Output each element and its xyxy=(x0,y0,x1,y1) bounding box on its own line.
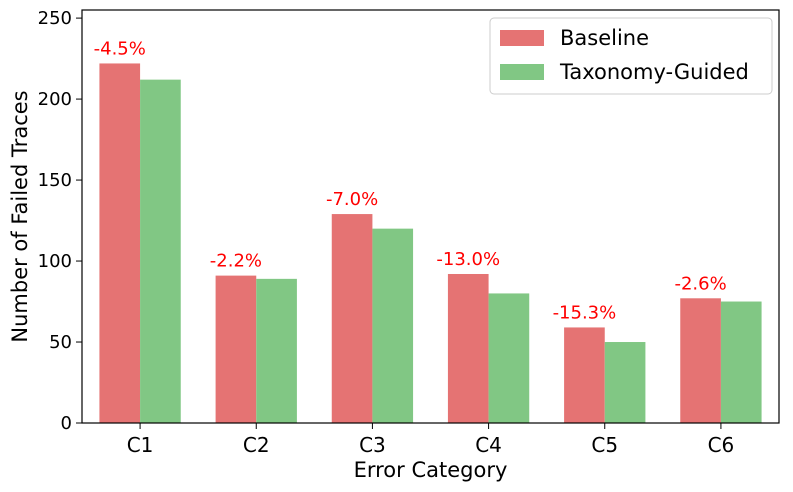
bar-baseline-c3 xyxy=(331,214,373,423)
bar-baseline-c4 xyxy=(447,273,489,423)
bar-taxonomy-guided-c3 xyxy=(372,228,414,423)
y-tick-label-50: 50 xyxy=(49,332,72,353)
legend-swatch-taxonomy-guided xyxy=(500,64,544,80)
legend-swatch-baseline xyxy=(500,30,544,46)
bar-taxonomy-guided-c5 xyxy=(604,342,646,423)
y-tick-label-150: 150 xyxy=(38,170,72,191)
annotation-c3: -7.0% xyxy=(326,189,378,210)
bar-baseline-c6 xyxy=(680,298,721,423)
x-tick-label-c3: C3 xyxy=(359,433,386,457)
y-tick-label-200: 200 xyxy=(38,89,72,110)
x-tick-label-c5: C5 xyxy=(591,433,618,457)
annotation-c5: -15.3% xyxy=(553,302,617,323)
plot-area: -4.5% -2.2% -7.0% -13.0% -15.3% -2.6% xyxy=(94,38,762,424)
y-tick-label-250: 250 xyxy=(38,8,72,29)
bar-baseline-c5 xyxy=(564,327,605,423)
annotation-c6: -2.6% xyxy=(674,273,726,294)
annotation-c4: -13.0% xyxy=(436,249,500,270)
legend-box xyxy=(489,17,773,95)
legend-label-baseline: Baseline xyxy=(560,26,649,50)
bar-baseline-c1 xyxy=(99,63,141,424)
legend: Baseline Taxonomy-Guided xyxy=(489,17,773,95)
annotation-c2: -2.2% xyxy=(210,251,262,272)
axes: C1 C2 C3 C4 C5 C6 0 50 100 150 200 250 xyxy=(38,8,735,457)
x-tick-label-c4: C4 xyxy=(475,433,502,457)
x-tick-label-c6: C6 xyxy=(708,433,735,457)
plot-frame xyxy=(81,9,780,424)
x-tick-label-c1: C1 xyxy=(127,433,154,457)
x-tick-label-c2: C2 xyxy=(243,433,270,457)
y-tick-label-0: 0 xyxy=(61,413,72,434)
bar-taxonomy-guided-c2 xyxy=(256,278,297,423)
y-tick-label-100: 100 xyxy=(38,251,72,272)
bar-baseline-c2 xyxy=(215,275,257,423)
x-axis-title: Error Category xyxy=(354,458,508,482)
bar-taxonomy-guided-c6 xyxy=(720,301,762,423)
bar-taxonomy-guided-c4 xyxy=(488,293,530,423)
y-axis-title: Number of Failed Traces xyxy=(8,90,32,342)
legend-label-taxonomy-guided: Taxonomy-Guided xyxy=(559,60,749,84)
bar-taxonomy-guided-c1 xyxy=(140,79,181,424)
annotation-c1: -4.5% xyxy=(94,38,146,59)
